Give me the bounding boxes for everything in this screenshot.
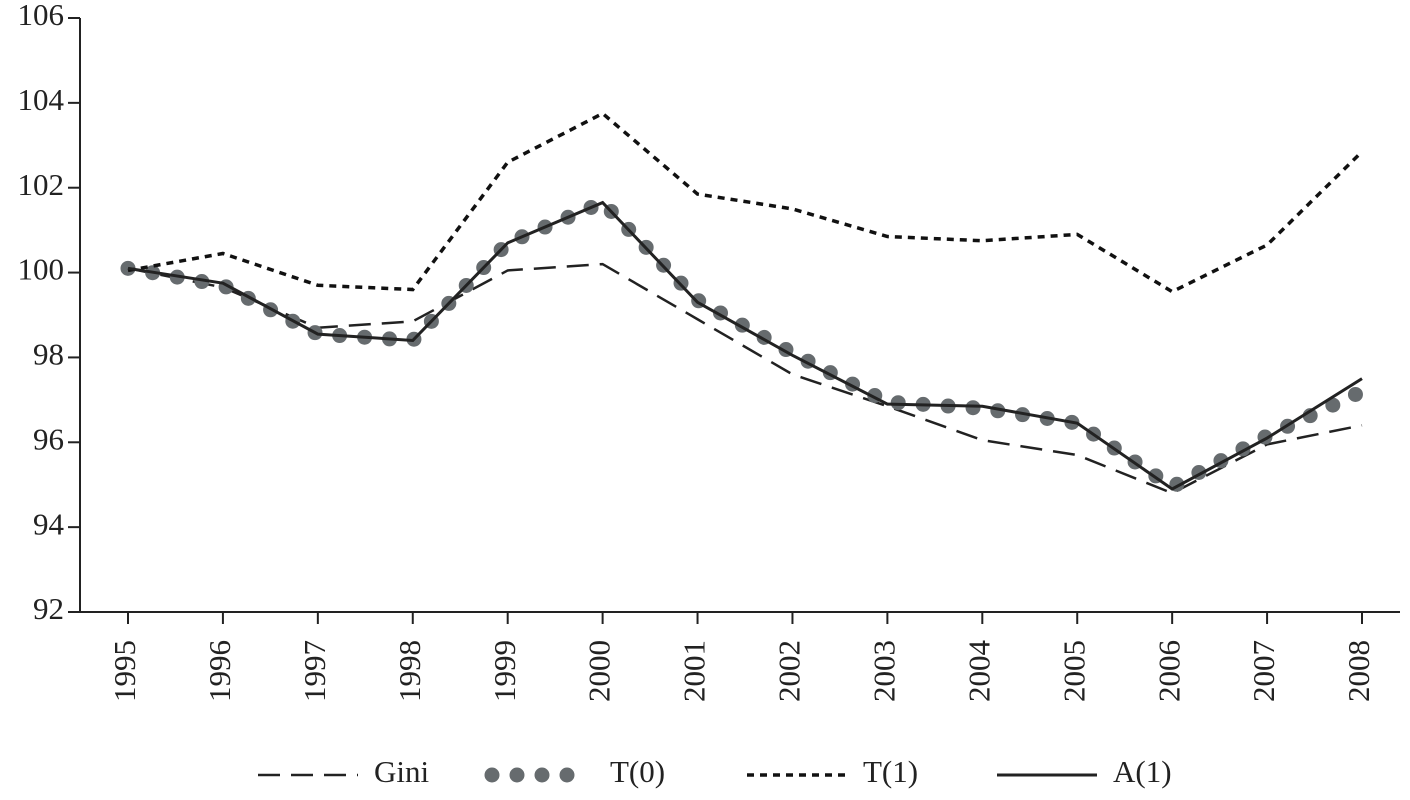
y-tick-label: 104 xyxy=(18,82,65,117)
x-tick-label: 2000 xyxy=(582,640,617,702)
x-tick-label: 2004 xyxy=(961,640,996,703)
y-tick-label: 94 xyxy=(33,506,65,541)
y-tick-label: 92 xyxy=(33,591,64,626)
x-tick-label: 2003 xyxy=(866,640,901,702)
x-tick-label: 1998 xyxy=(392,640,427,702)
legend-label: T(1) xyxy=(863,754,918,789)
legend-label: Gini xyxy=(374,754,430,789)
y-tick-label: 96 xyxy=(33,421,64,456)
y-tick-label: 102 xyxy=(18,167,65,202)
x-tick-label: 2001 xyxy=(677,640,712,702)
x-tick-label: 1995 xyxy=(107,640,142,702)
series-line xyxy=(120,193,1370,496)
legend-label: T(0) xyxy=(610,754,665,789)
series-line xyxy=(127,262,1363,495)
x-tick-label: 2006 xyxy=(1151,640,1186,702)
x-tick-label: 1999 xyxy=(487,640,522,702)
series-line xyxy=(127,111,1364,294)
series-line xyxy=(127,200,1363,491)
y-tick-label: 100 xyxy=(18,252,65,287)
y-tick-label: 98 xyxy=(33,337,64,372)
x-tick-label: 1997 xyxy=(297,640,332,702)
x-tick-label: 2007 xyxy=(1246,640,1281,702)
x-tick-label: 1996 xyxy=(202,640,237,702)
legend-label: A(1) xyxy=(1113,754,1172,789)
x-tick-label: 2005 xyxy=(1056,640,1091,702)
y-tick-label: 106 xyxy=(18,0,65,32)
x-tick-label: 2002 xyxy=(772,640,807,702)
x-tick-label: 2008 xyxy=(1341,640,1376,702)
